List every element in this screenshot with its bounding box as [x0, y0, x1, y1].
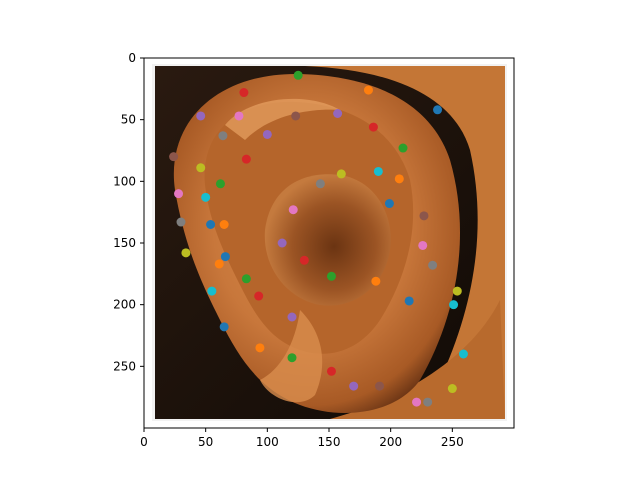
x-tick-label: 200: [379, 435, 402, 449]
axis-ticks: 0 50 100 150 200 250 0 50 100 150 200 250: [113, 51, 464, 449]
ear-image: [152, 64, 507, 421]
scatter-point: [201, 192, 211, 202]
scatter-point: [449, 300, 459, 310]
scatter-point: [404, 296, 414, 306]
scatter-point: [254, 291, 264, 301]
scatter-point: [196, 111, 206, 121]
scatter-point: [419, 211, 429, 221]
scatter-point: [394, 174, 404, 184]
scatter-point: [241, 154, 251, 164]
scatter-point: [219, 220, 229, 229]
scatter-point: [458, 349, 468, 359]
scatter-point: [169, 152, 179, 162]
scatter-point: [423, 397, 433, 407]
scatter-point: [288, 205, 298, 215]
scatter-point: [287, 353, 297, 363]
scatter-point: [174, 189, 184, 199]
scatter-point: [326, 366, 336, 376]
scatter-point: [433, 105, 443, 115]
scatter-point: [262, 129, 272, 139]
x-tick-label: 150: [318, 435, 341, 449]
scatter-point: [428, 260, 438, 270]
y-tick-label: 100: [113, 174, 136, 188]
scatter-point: [234, 111, 244, 121]
y-tick-label: 50: [121, 113, 136, 127]
scatter-point: [375, 381, 385, 391]
x-tick-label: 100: [256, 435, 279, 449]
scatter-point: [336, 169, 346, 179]
scatter-point: [293, 70, 303, 80]
scatter-points: [169, 70, 468, 407]
scatter-point: [277, 238, 287, 248]
x-tick-label: 50: [198, 435, 213, 449]
scatter-point: [315, 179, 325, 189]
scatter-point: [418, 240, 428, 250]
scatter-point: [220, 252, 230, 262]
x-tick-label: 0: [140, 435, 148, 449]
y-tick-label: 250: [113, 359, 136, 373]
scatter-point: [447, 384, 457, 394]
scatter-point: [412, 397, 422, 407]
scatter-point: [373, 166, 383, 176]
x-tick-label: 250: [441, 435, 464, 449]
scatter-point: [326, 271, 336, 281]
scatter-point: [349, 381, 359, 391]
scatter-point: [196, 163, 206, 173]
scatter-point: [241, 274, 251, 284]
scatter-point: [255, 343, 265, 353]
scatter-point: [215, 179, 225, 189]
scatter-point: [206, 220, 216, 229]
scatter-point: [287, 312, 297, 322]
scatter-point: [176, 217, 186, 227]
scatter-point: [363, 85, 373, 95]
scatter-point: [333, 109, 343, 118]
y-tick-label: 0: [128, 51, 136, 65]
scatter-point: [384, 199, 394, 209]
scatter-point: [218, 131, 228, 141]
scatter-point: [291, 111, 301, 121]
y-tick-label: 150: [113, 236, 136, 250]
scatter-point: [239, 88, 249, 98]
scatter-point: [299, 255, 309, 265]
scatter-point: [219, 322, 229, 332]
scatter-point: [368, 122, 378, 132]
scatter-point: [398, 143, 408, 153]
scatter-point: [181, 248, 191, 258]
scatter-point: [371, 276, 381, 286]
scatter-point: [452, 286, 462, 296]
scatter-point: [214, 259, 224, 269]
scatter-point: [207, 286, 217, 296]
y-tick-label: 200: [113, 298, 136, 312]
